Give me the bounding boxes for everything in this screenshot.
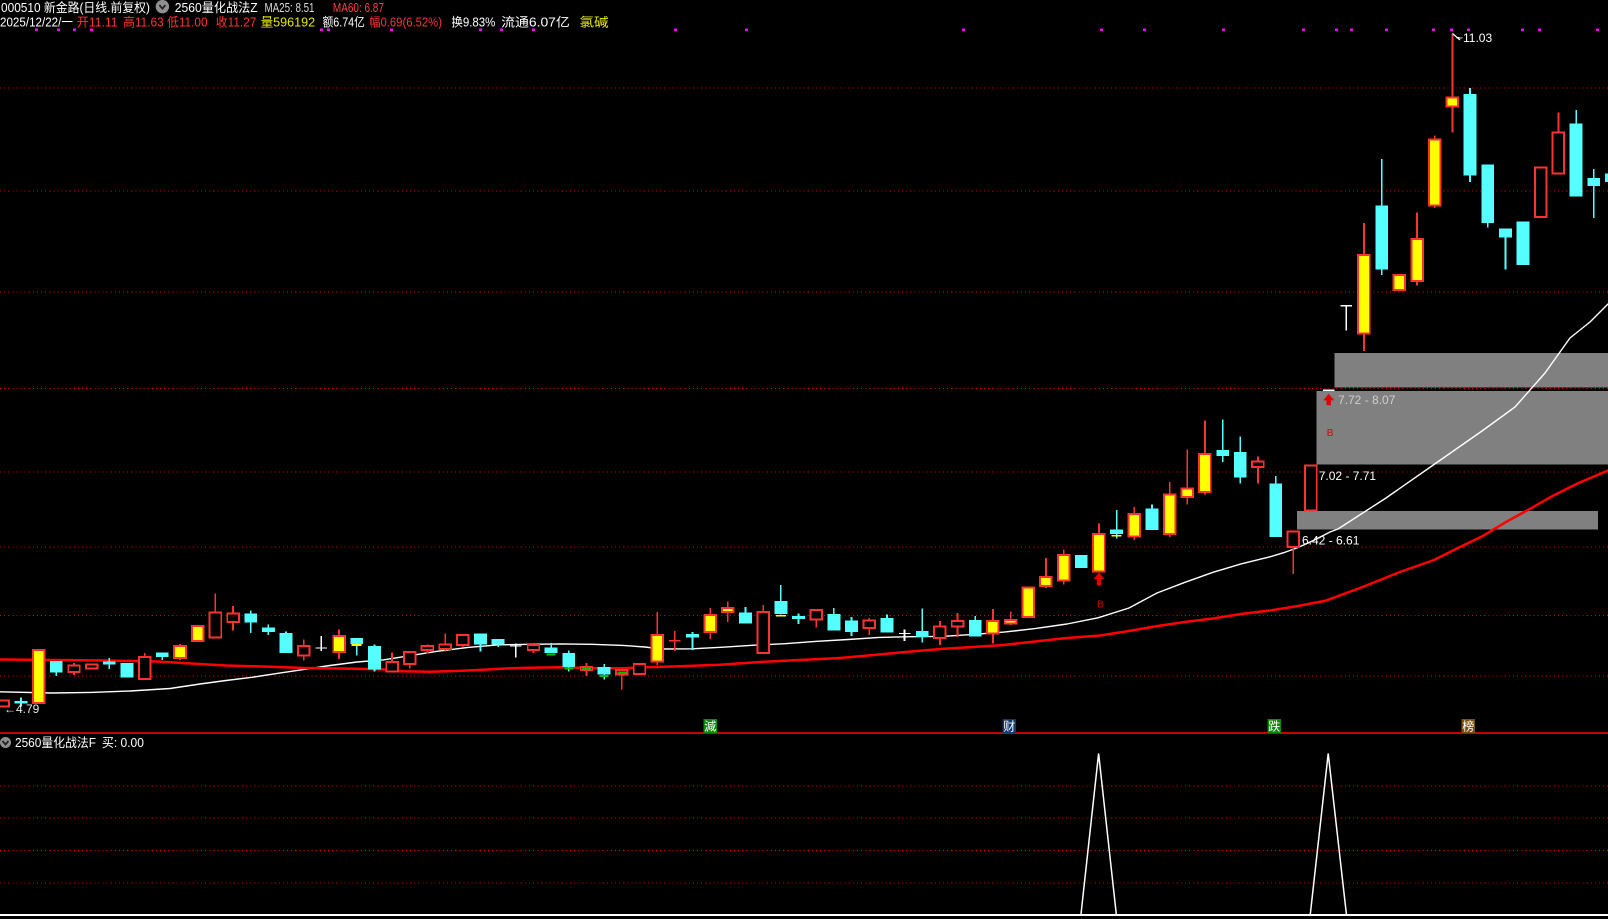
svg-text:换9.83%: 换9.83% [451,16,495,30]
svg-text:跌: 跌 [1268,719,1280,734]
svg-text:2560量化战法F: 2560量化战法F [15,736,96,750]
svg-text:B: B [1327,428,1334,439]
svg-text:2025/12/22/一: 2025/12/22/一 [0,16,73,30]
svg-text:7.02 - 7.71: 7.02 - 7.71 [1319,469,1377,483]
svg-text:2560量化战法Z: 2560量化战法Z [175,1,258,15]
svg-text:←4.79: ←4.79 [4,702,40,716]
svg-text:6.42 - 6.61: 6.42 - 6.61 [1302,534,1360,548]
svg-text:高11.63: 高11.63 [123,15,164,30]
svg-text:MA25: 8.51: MA25: 8.51 [265,1,315,15]
svg-text:流通6.07亿: 流通6.07亿 [501,15,570,30]
svg-text:000510 新金路(日线.前复权): 000510 新金路(日线.前复权) [1,0,150,15]
svg-text:财: 财 [1003,720,1015,734]
svg-text:买: 0.00: 买: 0.00 [102,736,144,750]
svg-text:~11.03: ~11.03 [1456,31,1492,45]
svg-text:B: B [1097,599,1104,610]
svg-text:榜: 榜 [1462,719,1474,734]
svg-text:额6.74亿: 额6.74亿 [323,15,365,30]
svg-text:MA60: 6.87: MA60: 6.87 [333,1,384,15]
svg-text:量596192: 量596192 [261,16,316,30]
svg-text:开11.11: 开11.11 [77,16,118,30]
svg-text:氯碱: 氯碱 [580,16,610,30]
svg-text:幅0.69(6.52%): 幅0.69(6.52%) [369,15,442,30]
svg-text:收11.27: 收11.27 [216,16,257,30]
svg-text:低11.00: 低11.00 [167,16,208,30]
svg-text:7.72 - 8.07: 7.72 - 8.07 [1338,393,1396,407]
svg-text:減: 減 [704,719,716,734]
